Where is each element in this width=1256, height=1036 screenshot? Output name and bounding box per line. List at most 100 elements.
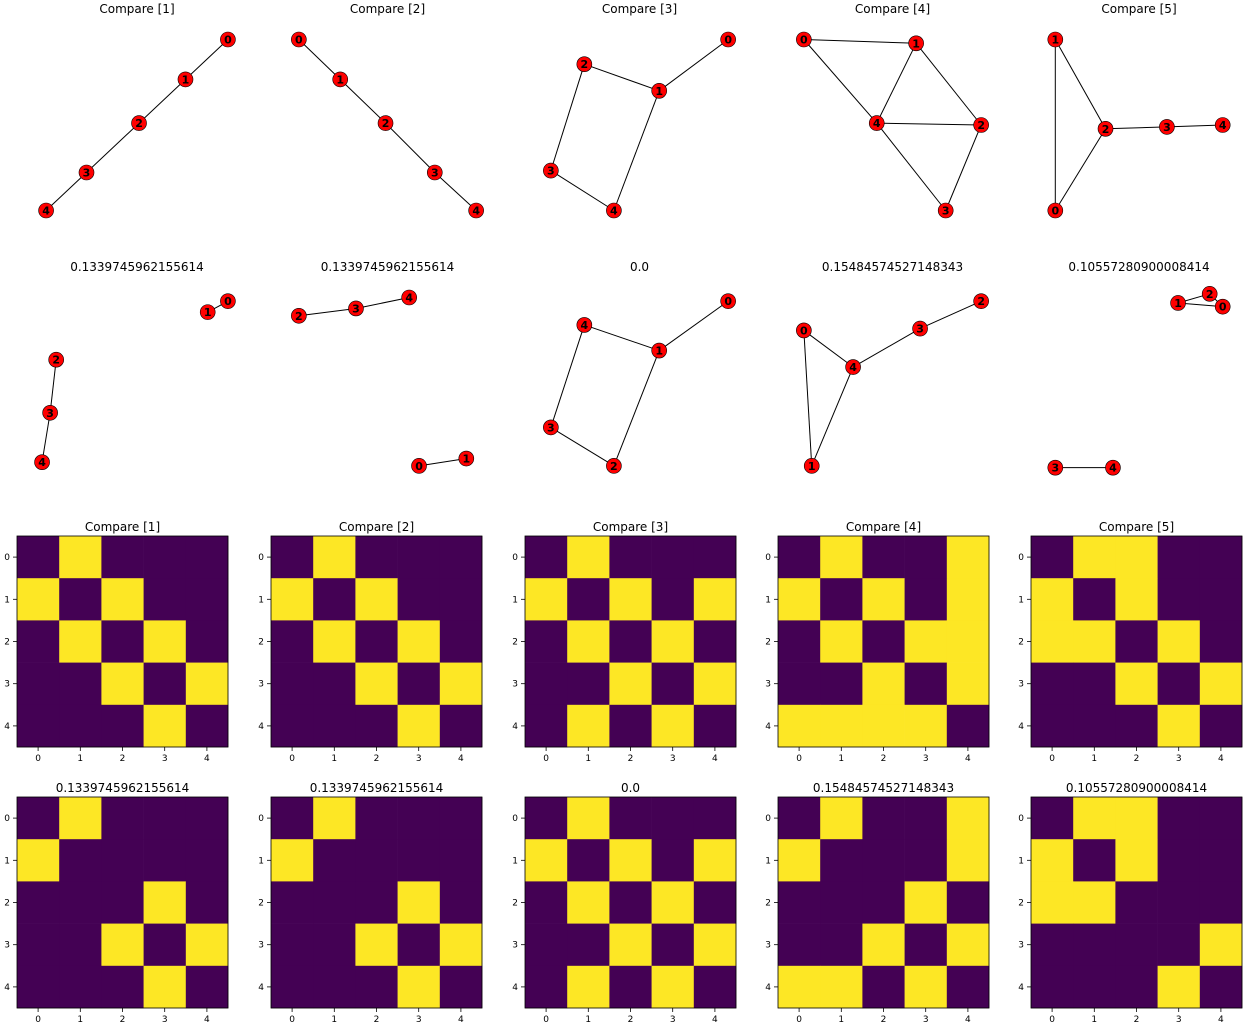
- heatmap-panel-2: Compare [2] 0 1 2 3 4 0 1 2 3 4: [258, 520, 483, 764]
- x-tick-label: 2: [120, 754, 126, 764]
- heatmap-cells: [525, 536, 737, 748]
- heatmap-cell-1-2: [101, 839, 144, 882]
- heatmap-cell-1-0: [271, 578, 314, 621]
- heatmap-cell-3-3: [651, 923, 695, 967]
- heatmap-x-ticks: 0 1 2 3 4: [35, 1008, 210, 1025]
- heatmap-cell-0-3: [397, 797, 441, 840]
- heatmap-title: Compare [5]: [1099, 520, 1174, 534]
- x-tick-label: 4: [1218, 754, 1224, 764]
- graph-node-circle: [1170, 295, 1186, 311]
- graph-edge-3-4: [434, 172, 477, 211]
- x-tick-label: 3: [416, 754, 422, 764]
- y-tick-label: 1: [512, 856, 518, 866]
- x-tick-label: 3: [162, 1015, 168, 1025]
- heatmap-cell-4-1: [59, 965, 102, 1009]
- heatmap-cell-3-4: [185, 662, 229, 706]
- heatmap-cell-4-4: [439, 965, 483, 1009]
- graph-node-4: 4: [468, 202, 484, 219]
- heatmap-y-ticks: 0 1 2 3 4: [4, 814, 17, 993]
- heatmap-cell-2-3: [1157, 881, 1201, 924]
- heatmap-cell-2-0: [525, 620, 568, 663]
- heatmap-cell-2-2: [609, 881, 652, 924]
- graph-edge-3-4: [45, 172, 87, 211]
- graph-node-0: 0: [720, 293, 736, 309]
- heatmap-cell-0-4: [946, 536, 990, 579]
- heatmap-cell-4-2: [355, 704, 398, 748]
- heatmap-cell-1-2: [101, 578, 144, 621]
- x-tick-label: 3: [416, 1015, 422, 1025]
- graph-node-circle: [1047, 31, 1064, 48]
- x-tick-label: 3: [923, 1015, 929, 1025]
- graph-node-1: 1: [1047, 31, 1064, 48]
- heatmap-cell-2-1: [59, 620, 102, 663]
- y-tick-label: 4: [512, 983, 518, 993]
- graph-node-circle: [651, 83, 668, 99]
- x-tick-label: 1: [77, 754, 83, 764]
- x-tick-label: 4: [204, 754, 210, 764]
- heatmap-title: Compare [4]: [846, 520, 921, 534]
- graph-edges: [550, 300, 729, 467]
- heatmap-cell-1-3: [904, 578, 948, 621]
- graph-node-3: 3: [426, 164, 443, 181]
- heatmap-cell-2-0: [1031, 620, 1074, 663]
- heatmap-cell-4-4: [693, 965, 737, 1009]
- heatmap-cell-2-0: [525, 881, 568, 924]
- x-tick-label: 1: [331, 754, 337, 764]
- graph-edge-2-3: [1105, 126, 1167, 130]
- heatmap-cell-4-4: [1199, 704, 1243, 748]
- heatmap-cell-3-3: [904, 923, 948, 967]
- heatmap-cell-4-1: [567, 704, 610, 748]
- graph-node-circle: [543, 419, 559, 436]
- heatmap-cell-4-3: [397, 704, 441, 748]
- graph-node-circle: [845, 359, 861, 375]
- heatmap-cell-4-3: [651, 704, 695, 748]
- heatmap-cell-0-2: [101, 536, 144, 579]
- x-tick-label: 0: [1049, 1015, 1055, 1025]
- graph-node-0: 0: [1047, 202, 1064, 219]
- heatmap-cell-3-2: [1115, 923, 1158, 967]
- heatmap-title: 0.0: [621, 781, 640, 795]
- heatmap-cell-4-3: [397, 965, 441, 1009]
- heatmap-cells: [17, 536, 229, 748]
- y-tick-label: 0: [4, 553, 10, 563]
- heatmap-cell-0-4: [439, 797, 483, 840]
- heatmap-cell-2-1: [567, 881, 610, 924]
- y-tick-label: 4: [4, 983, 10, 993]
- y-tick-label: 0: [512, 553, 518, 563]
- heatmap-y-ticks: 0 1 2 3 4: [765, 814, 778, 993]
- graph-edge-1-2: [1054, 39, 1106, 130]
- heatmap-cell-4-1: [820, 965, 863, 1009]
- heatmap-cell-3-1: [820, 923, 863, 967]
- heatmap-title: Compare [3]: [593, 520, 668, 534]
- heatmap-cell-3-0: [525, 662, 568, 706]
- graph-edge-2-3: [550, 64, 585, 171]
- graph-title: 0.10557280900008414: [1068, 260, 1209, 274]
- heatmap-cell-4-1: [1073, 704, 1116, 748]
- heatmap-cell-3-2: [355, 662, 398, 706]
- graph-node-2: 2: [131, 115, 147, 131]
- graph-node-label: 0: [800, 324, 808, 337]
- x-tick-label: 3: [670, 1015, 676, 1025]
- heatmap-cells: [1031, 797, 1243, 1009]
- heatmap-cell-0-2: [355, 536, 398, 579]
- heatmap-cell-4-0: [1031, 965, 1074, 1009]
- heatmap-cell-2-4: [693, 620, 737, 663]
- graph-edge-1-4: [584, 324, 660, 352]
- heatmap-cell-3-4: [693, 662, 737, 706]
- heatmap-cell-4-2: [609, 965, 652, 1009]
- heatmap-cell-0-2: [609, 536, 652, 579]
- heatmap-y-ticks: 0 1 2 3 4: [1018, 553, 1031, 732]
- graph-node-0: 0: [720, 31, 736, 48]
- heatmap-cell-0-2: [1115, 536, 1158, 579]
- x-tick-label: 1: [77, 1015, 83, 1025]
- graph-nodes: 0 1 2 3 4: [291, 31, 484, 219]
- graph-node-circle: [1214, 298, 1231, 315]
- graph-node-label: 1: [655, 345, 663, 358]
- heatmap-title: 0.15484574527148343: [813, 781, 954, 795]
- heatmap-cell-0-1: [313, 797, 356, 840]
- heatmap-cell-1-1: [820, 578, 863, 621]
- heatmap-cell-1-2: [1115, 578, 1158, 621]
- heatmap-cell-3-0: [271, 923, 314, 967]
- graph-node-circle: [38, 202, 54, 219]
- y-tick-label: 1: [765, 856, 771, 866]
